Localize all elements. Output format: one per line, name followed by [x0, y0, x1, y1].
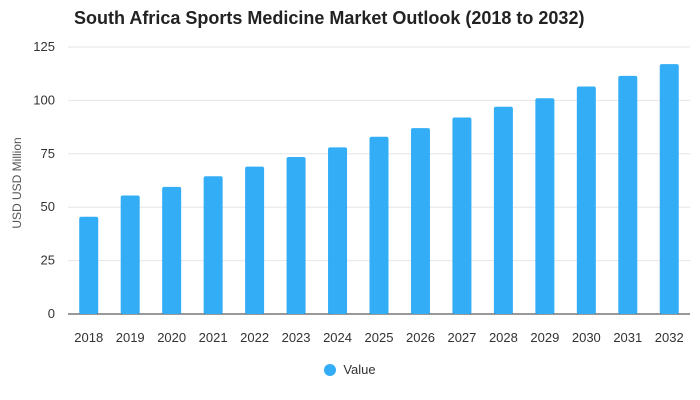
- legend-swatch: [324, 364, 337, 376]
- y-tick-label: 0: [48, 306, 55, 321]
- bar-2022[interactable]: [245, 166, 265, 314]
- bar-2026[interactable]: [410, 128, 430, 314]
- bar-2019[interactable]: [120, 195, 140, 314]
- bar-2023[interactable]: [286, 157, 306, 314]
- bar-2018[interactable]: [79, 216, 99, 314]
- bar-2025[interactable]: [369, 136, 389, 314]
- x-axis-ticks: 2018 2019 2020 2021 2022 2023 2024 2025 2026 2027…: [74, 330, 683, 345]
- y-axis-label: USD USD Million: [10, 137, 24, 228]
- x-tick-label: 2025: [365, 330, 394, 345]
- y-tick-label: 75: [41, 146, 55, 161]
- x-tick-label: 2021: [199, 330, 228, 345]
- bar-2030[interactable]: [576, 86, 596, 315]
- bar-2020[interactable]: [162, 186, 182, 314]
- legend: Value: [0, 362, 700, 377]
- x-tick-label: 2018: [74, 330, 103, 345]
- x-tick-label: 2024: [323, 330, 352, 345]
- y-tick-label: 100: [33, 92, 55, 107]
- x-tick-label: 2029: [530, 330, 559, 345]
- x-tick-label: 2022: [240, 330, 269, 345]
- bar-2032[interactable]: [659, 64, 679, 314]
- y-axis-ticks: 0 25 50 75 100 125: [33, 39, 55, 321]
- bars: [79, 64, 679, 315]
- bar-2028[interactable]: [493, 106, 513, 314]
- x-tick-label: 2032: [655, 330, 684, 345]
- chart-title: South Africa Sports Medicine Market Outl…: [74, 8, 585, 28]
- x-tick-label: 2030: [572, 330, 601, 345]
- y-tick-label: 25: [41, 253, 55, 268]
- x-tick-label: 2023: [282, 330, 311, 345]
- x-tick-label: 2019: [116, 330, 145, 345]
- bar-2024[interactable]: [328, 147, 348, 314]
- x-tick-label: 2020: [157, 330, 186, 345]
- bar-2027[interactable]: [452, 117, 472, 314]
- bar-2029[interactable]: [535, 98, 555, 314]
- y-tick-label: 125: [33, 39, 55, 54]
- x-tick-label: 2028: [489, 330, 518, 345]
- x-tick-label: 2027: [447, 330, 476, 345]
- bar-2021[interactable]: [203, 176, 223, 314]
- x-tick-label: 2026: [406, 330, 435, 345]
- legend-label: Value: [343, 362, 376, 377]
- y-tick-label: 50: [41, 199, 55, 214]
- x-tick-label: 2031: [613, 330, 642, 345]
- bar-2031[interactable]: [618, 75, 638, 314]
